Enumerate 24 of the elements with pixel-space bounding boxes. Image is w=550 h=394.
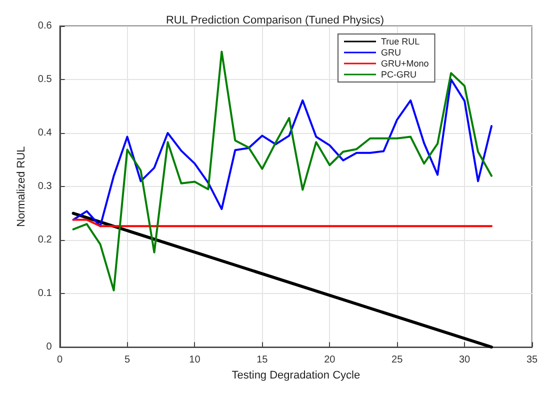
x-tick-label: 0 [57,354,64,366]
x-tick-label: 35 [526,354,538,366]
legend-label: GRU+Mono [381,58,429,68]
legend-label: PC-GRU [381,70,416,80]
x-tick-label: 10 [189,354,201,366]
legend-label: GRU [381,48,401,58]
legend-label: True RUL [381,36,420,46]
line-series [72,78,493,228]
y-axis-title: Normalized RUL [16,146,28,227]
y-tick-label: 0.4 [38,128,52,139]
y-tick-label: 0 [46,342,52,353]
line-series [72,50,493,292]
y-tick-label: 0.3 [38,181,52,192]
chart-title: RUL Prediction Comparison (Tuned Physics) [166,14,384,26]
y-tick-label: 0.6 [38,20,52,32]
x-axis-title: Testing Degradation Cycle [232,370,360,382]
y-tick-label: 0.1 [38,288,52,300]
x-tick-label: 15 [256,354,268,366]
y-tick-label: 0.2 [38,234,52,246]
x-tick-label: 30 [458,354,471,366]
x-tick-label: 20 [324,354,336,366]
x-tick-label: 25 [392,354,404,366]
x-tick-label: 5 [124,354,130,366]
y-tick-label: 0.5 [38,74,52,86]
